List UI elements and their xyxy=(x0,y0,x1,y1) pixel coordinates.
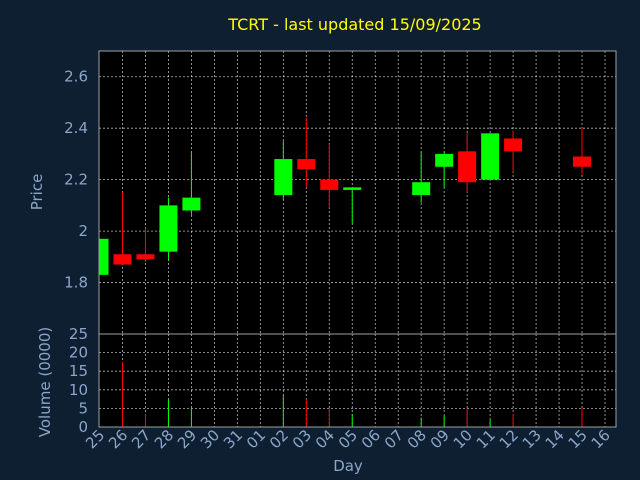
candle xyxy=(159,197,178,260)
candle-body xyxy=(458,151,477,183)
candle xyxy=(274,141,293,201)
candle xyxy=(320,143,339,208)
x-axis: 2526272829303101020304050607080910111213… xyxy=(82,426,614,452)
candle xyxy=(343,187,362,224)
volume-y-tick-label: 5 xyxy=(78,399,88,417)
candle xyxy=(504,130,523,172)
price-y-tick-label: 2.2 xyxy=(64,171,88,189)
candle xyxy=(297,117,316,188)
candle xyxy=(435,151,454,188)
candle xyxy=(573,128,592,175)
candle-body xyxy=(182,197,201,211)
price-y-axis: 1.8 2 2.2 2.4 2.6 xyxy=(64,68,88,292)
candle-body xyxy=(481,133,500,180)
volume-plot-frame xyxy=(98,333,617,428)
candle-body xyxy=(297,159,316,170)
volume-y-tick-label: 0 xyxy=(78,418,88,436)
candle-body xyxy=(99,238,109,275)
candle xyxy=(136,228,155,262)
candle-body xyxy=(113,254,132,265)
candle-body xyxy=(159,205,178,252)
candle-body xyxy=(504,138,523,152)
candle-body xyxy=(573,156,592,167)
candle xyxy=(182,151,201,216)
candle xyxy=(113,192,132,265)
candlestick-series xyxy=(99,117,592,275)
volume-y-tick-label: 15 xyxy=(69,362,88,380)
candle xyxy=(412,151,431,203)
price-y-tick-label: 2 xyxy=(78,222,88,240)
candle xyxy=(458,133,477,193)
price-y-tick-label: 1.8 xyxy=(64,274,88,292)
price-axis-label: Price xyxy=(28,174,46,211)
price-y-tick-label: 2.6 xyxy=(64,68,88,86)
candle-body xyxy=(412,182,431,196)
candle-body xyxy=(136,254,155,260)
volume-axis-label: Volume (0000) xyxy=(36,327,54,437)
candle-body xyxy=(343,187,362,190)
volume-plot-area xyxy=(99,334,616,427)
volume-y-tick-label: 20 xyxy=(69,344,88,362)
volume-y-tick-label: 10 xyxy=(69,381,88,399)
price-y-tick-label: 2.4 xyxy=(64,119,88,137)
candle-body xyxy=(274,159,293,196)
candle-body xyxy=(435,153,454,167)
price-plot-area xyxy=(99,51,616,334)
candle-body xyxy=(320,179,339,190)
volume-y-tick-label: 25 xyxy=(69,325,88,343)
volume-series xyxy=(121,361,583,427)
x-axis-label: Day xyxy=(333,457,363,475)
candle xyxy=(99,238,109,275)
candle xyxy=(481,133,500,180)
chart-title: TCRT - last updated 15/09/2025 xyxy=(227,15,481,34)
